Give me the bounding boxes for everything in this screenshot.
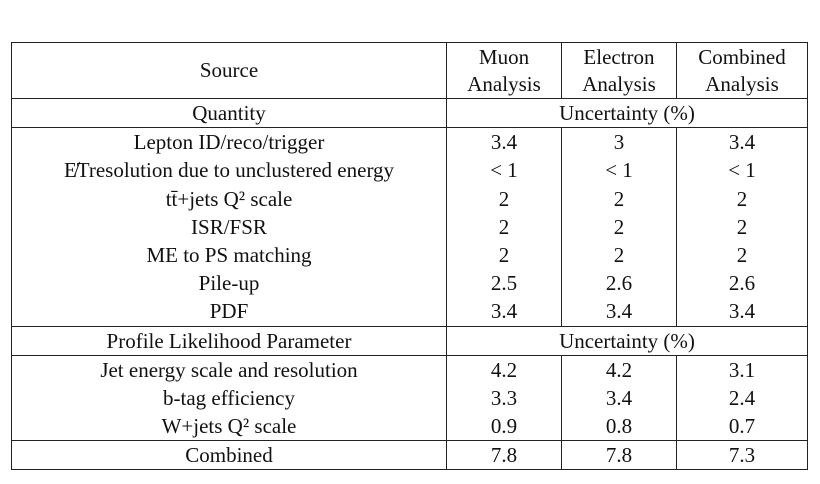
row-label: Pile-up (11, 269, 447, 298)
value-cell: 3.4 (676, 297, 808, 326)
value-cell: 7.8 (561, 440, 677, 470)
value-cell: 0.9 (446, 412, 562, 441)
row-label: PDF (11, 297, 447, 326)
value-cell: 2.4 (676, 383, 808, 413)
row-label: Lepton ID/reco/trigger (11, 127, 447, 157)
header-cell: Source (11, 42, 447, 99)
table-row: ISR/FSR 2 2 2 (11, 212, 808, 241)
table-row: Jet energy scale and resolution 4.2 4.2 3.1 (11, 354, 808, 384)
table-row: b-tag efficiency 3.3 3.4 2.4 (11, 383, 808, 413)
table-row: Profile Likelihood Parameter Uncertainty … (11, 325, 808, 356)
value-cell: 3.4 (446, 127, 562, 157)
value-cell: 2 (676, 212, 808, 241)
header-line: Analysis (467, 71, 541, 96)
value-cell: 2 (561, 212, 677, 241)
value-cell: 7.8 (446, 440, 562, 470)
value-cell: 3.1 (676, 354, 808, 384)
uncertainty-table: Source Muon Analysis Electron Analysis Combin… (11, 42, 808, 471)
section-label: Quantity (11, 97, 447, 128)
header-line: Analysis (582, 71, 656, 96)
row-label: Combined (11, 440, 447, 470)
table-row: ME to PS matching 2 2 2 (11, 240, 808, 270)
row-label: Jet energy scale and resolution (11, 354, 447, 384)
section-unit: Uncertainty (%) (446, 325, 808, 356)
value-cell: 7.3 (676, 440, 808, 470)
header-cell: Muon Analysis (446, 42, 562, 99)
row-label: ISR/FSR (11, 212, 447, 241)
value-cell: 3 (561, 127, 677, 157)
table-row: W+jets Q² scale 0.9 0.8 0.7 (11, 412, 808, 441)
header-line: Muon (478, 44, 530, 69)
value-cell: 4.2 (561, 354, 677, 384)
row-label: b-tag efficiency (11, 383, 447, 413)
table-row: Source Muon Analysis Electron Analysis Combin… (11, 42, 808, 99)
value-cell: 2 (446, 212, 562, 241)
row-label: W+jets Q² scale (11, 412, 447, 441)
table-row: Combined 7.8 7.8 7.3 (11, 440, 808, 470)
value-cell: 2 (446, 240, 562, 270)
value-cell: 2 (676, 184, 808, 213)
table-row: tt̄+jets Q² scale 2 2 2 (11, 184, 808, 213)
table-row: PDF 3.4 3.4 3.4 (11, 297, 808, 326)
header-line: Combined (698, 44, 786, 69)
row-label: tt̄+jets Q² scale (11, 184, 447, 213)
header-line: Electron (583, 44, 655, 69)
value-cell: 3.4 (561, 297, 677, 326)
value-cell: 2.5 (446, 269, 562, 298)
value-cell: < 1 (446, 156, 562, 185)
value-cell: 2 (561, 240, 677, 270)
header-cell: Electron Analysis (561, 42, 677, 99)
value-cell: < 1 (561, 156, 677, 185)
table-row: Quantity Uncertainty (%) (11, 97, 808, 128)
value-cell: 2.6 (676, 269, 808, 298)
value-cell: 2 (676, 240, 808, 270)
value-cell: < 1 (676, 156, 808, 185)
value-cell: 2.6 (561, 269, 677, 298)
table-row: Pile-up 2.5 2.6 2.6 (11, 269, 808, 298)
table-row: Lepton ID/reco/trigger 3.4 3 3.4 (11, 127, 808, 157)
header-line: Analysis (705, 71, 779, 96)
value-cell: 3.4 (561, 383, 677, 413)
row-label: E̸Tresolution due to unclustered energy (11, 156, 447, 185)
row-label: ME to PS matching (11, 240, 447, 270)
value-cell: 0.7 (676, 412, 808, 441)
table-row: E̸Tresolution due to unclustered energy <… (11, 156, 808, 185)
value-cell: 0.8 (561, 412, 677, 441)
value-cell: 3.4 (446, 297, 562, 326)
header-cell: Combined Analysis (676, 42, 808, 99)
value-cell: 3.4 (676, 127, 808, 157)
value-cell: 2 (561, 184, 677, 213)
section-label: Profile Likelihood Parameter (11, 325, 447, 356)
value-cell: 3.3 (446, 383, 562, 413)
value-cell: 4.2 (446, 354, 562, 384)
value-cell: 2 (446, 184, 562, 213)
section-unit: Uncertainty (%) (446, 97, 808, 128)
